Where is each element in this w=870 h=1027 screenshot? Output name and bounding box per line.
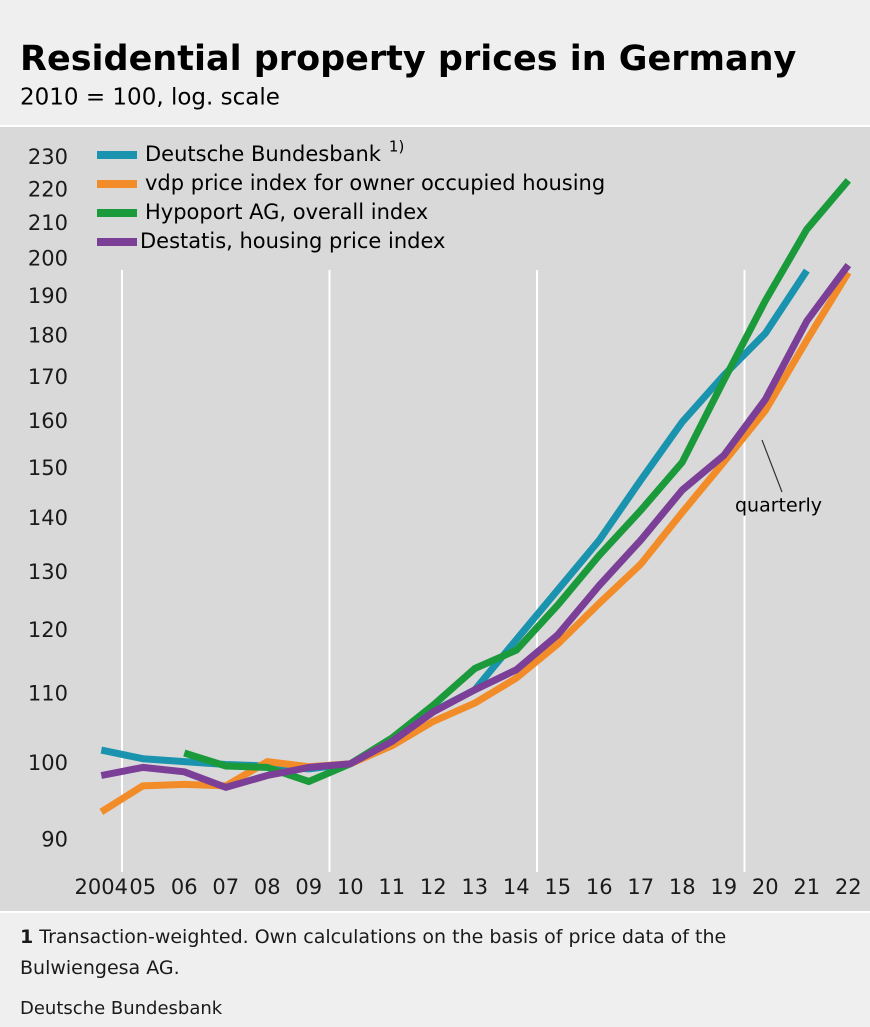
- footnote-number: 1: [20, 926, 34, 948]
- y-tick-label: 200: [28, 247, 68, 271]
- legend-swatch: [97, 151, 137, 159]
- y-tick-label: 90: [41, 827, 68, 851]
- y-tick-label: 170: [28, 365, 68, 389]
- series-line: [183, 178, 851, 785]
- y-tick-label: 100: [28, 751, 68, 775]
- y-tick-label: 210: [28, 211, 68, 235]
- series-line: [100, 263, 852, 791]
- footnote-text: Transaction-weighted. Own calculations o…: [20, 926, 727, 979]
- x-tick-label: 12: [420, 875, 447, 899]
- y-tick-label: 190: [28, 284, 68, 308]
- y-tick-label: 180: [28, 323, 68, 347]
- plot-background: [0, 127, 870, 911]
- y-tick-label: 120: [28, 618, 68, 642]
- lines: [99, 178, 852, 815]
- x-tick-label: 19: [710, 875, 737, 899]
- x-tick-label: 2004: [75, 875, 128, 899]
- annotation: quarterly: [735, 495, 822, 517]
- legend: Deutsche Bundesbank 1) vdp price index for…: [97, 138, 605, 253]
- y-tick-label: 220: [28, 177, 68, 201]
- legend-label: Destatis, housing price index: [140, 229, 445, 253]
- x-tick-label: 18: [669, 875, 696, 899]
- x-tick-label: 10: [337, 875, 364, 899]
- legend-swatch: [97, 180, 137, 188]
- y-tick-label: 150: [28, 456, 68, 480]
- x-tick-label: 07: [212, 875, 239, 899]
- y-tick-label: 160: [28, 409, 68, 433]
- y-tick-label: 130: [28, 560, 68, 584]
- annotation-pointer: [761, 439, 783, 493]
- x-tick-label: 15: [544, 875, 571, 899]
- legend-swatch: [97, 238, 137, 246]
- x-tick-label: 09: [295, 875, 322, 899]
- y-tick-label: 110: [28, 681, 68, 705]
- legend-label: Hypoport AG, overall index: [145, 200, 428, 224]
- x-tick-label: 21: [793, 875, 820, 899]
- x-tick-label: 22: [835, 875, 862, 899]
- x-tick-label: 17: [627, 875, 654, 899]
- x-tick-label: 16: [586, 875, 613, 899]
- y-tick-label: 230: [28, 145, 68, 169]
- x-tick-label: 05: [129, 875, 156, 899]
- x-tick-label: 13: [461, 875, 488, 899]
- y-tick-label: 140: [28, 506, 68, 530]
- x-tick-label: 20: [752, 875, 779, 899]
- x-tick-label: 06: [171, 875, 198, 899]
- source: Deutsche Bundesbank: [20, 998, 223, 1019]
- x-tick-label: 14: [503, 875, 530, 899]
- x-tick-label: 08: [254, 875, 281, 899]
- legend-swatch: [97, 209, 137, 217]
- chart-title: Residential property prices in Germany: [20, 39, 797, 79]
- chart-subtitle: 2010 = 100, log. scale: [20, 85, 280, 111]
- grid: 90 100 110 120 130 140 150 160 170 180 190 200 210 22…: [28, 145, 862, 899]
- legend-note: 1): [389, 138, 404, 156]
- footnote: 1 Transaction-weighted. Own calculations…: [20, 922, 780, 984]
- x-tick-label: 11: [378, 875, 405, 899]
- legend-label: vdp price index for owner occupied housi…: [145, 171, 605, 195]
- legend-label: Deutsche Bundesbank: [145, 142, 382, 166]
